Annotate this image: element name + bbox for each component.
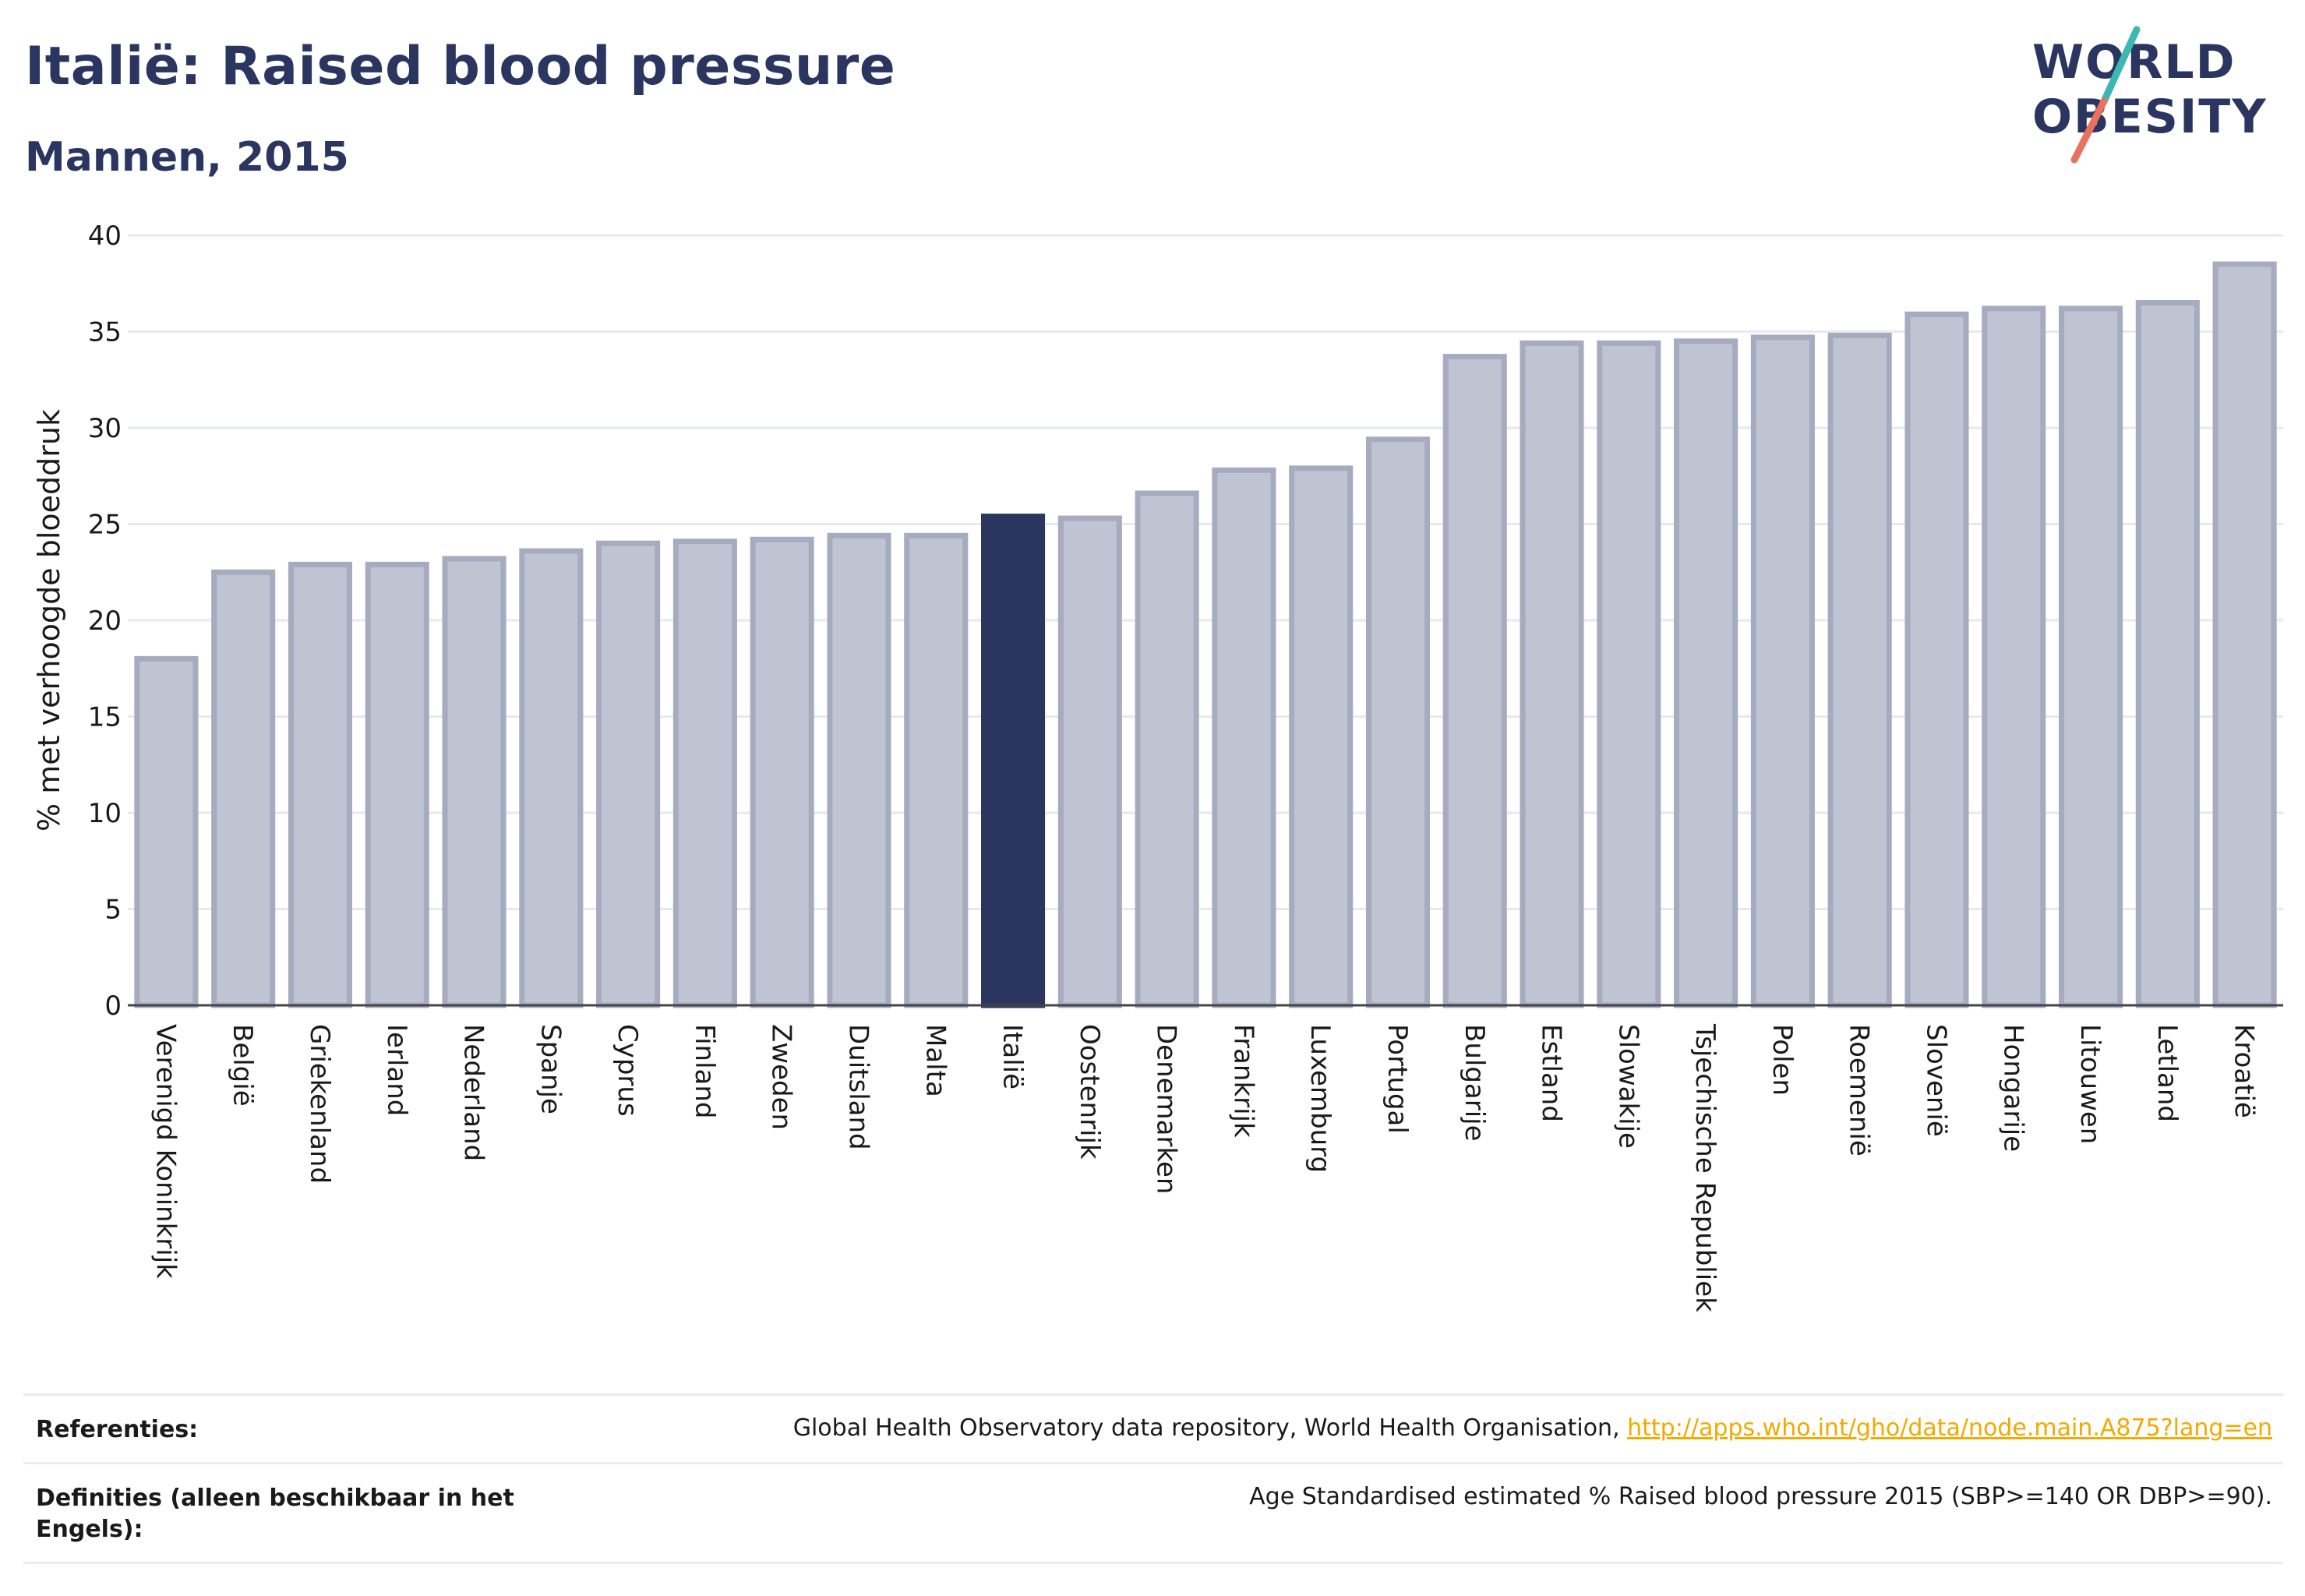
bar — [2212, 261, 2277, 1008]
bar — [1674, 338, 1738, 1008]
x-category-label: Finland — [689, 1024, 720, 1119]
references-value: Global Health Observatory data repositor… — [793, 1414, 2272, 1442]
y-axis-title: % met verhoogde bloeddruk — [32, 409, 66, 832]
references-text: Global Health Observatory data repositor… — [792, 1414, 1628, 1442]
bar — [672, 538, 737, 1008]
x-category-label: Frankrijk — [1227, 1024, 1258, 1138]
chart-title: Italië: Raised blood pressure — [25, 36, 896, 97]
x-category-label: Roemenië — [1844, 1024, 1875, 1156]
x-category-label: Italië — [997, 1024, 1028, 1089]
x-category-label: Ierland — [381, 1024, 412, 1116]
bar — [1212, 467, 1276, 1008]
bar — [211, 569, 276, 1008]
x-category-labels: Verenigd Koninkrijk België Griekenland Ierl… — [150, 1023, 2259, 1312]
bar — [2135, 299, 2200, 1008]
logo-slash-teal — [2100, 26, 2141, 105]
y-tick-label: 10 — [88, 798, 122, 829]
y-tick-labels: 0 5 10 15 20 25 30 35 40 — [88, 221, 122, 1022]
bar — [134, 655, 199, 1008]
references-label: Referenties: — [36, 1416, 199, 1443]
bar — [365, 561, 429, 1008]
bar — [2058, 305, 2123, 1008]
bar-highlight — [980, 514, 1046, 1008]
x-category-label: Denemarken — [1151, 1024, 1182, 1194]
bar — [1827, 332, 1892, 1008]
bar — [288, 561, 353, 1008]
x-category-label: Bulgarije — [1459, 1024, 1490, 1142]
x-category-label: Malta — [920, 1024, 951, 1097]
x-category-label: België — [227, 1024, 258, 1107]
definitions-value: Age Standardised estimated % Raised bloo… — [1249, 1482, 2272, 1510]
bar — [1904, 311, 1969, 1008]
bar — [904, 532, 969, 1008]
x-category-label: Tsjechische Republiek — [1689, 1023, 1721, 1312]
footer-row-references: Referenties: Global Health Observatory d… — [23, 1393, 2283, 1462]
y-tick-label: 40 — [88, 221, 122, 252]
x-category-label: Estland — [1536, 1024, 1567, 1122]
bar — [1520, 340, 1584, 1008]
definitions-label: Definities (alleen beschikbaar in het En… — [36, 1484, 514, 1544]
footer-row-definitions: Definities (alleen beschikbaar in het En… — [23, 1461, 2283, 1564]
y-tick-label: 20 — [88, 606, 122, 637]
x-category-label: Oostenrijk — [1074, 1024, 1105, 1160]
x-category-label: Zweden — [766, 1024, 797, 1130]
y-tick-label: 30 — [88, 413, 122, 444]
x-category-label: Cyprus — [612, 1024, 643, 1117]
chart-subtitle: Mannen, 2015 — [25, 134, 349, 181]
y-tick-label: 0 — [104, 990, 122, 1022]
logo-line-obesity: OBESITY — [2032, 90, 2268, 144]
x-category-label: Hongarije — [1997, 1024, 2028, 1152]
x-category-label: Slowakije — [1612, 1024, 1643, 1149]
y-tick-label: 5 — [104, 895, 122, 926]
references-link[interactable]: http://apps.who.int/gho/data/node.main.A… — [1627, 1414, 2272, 1442]
x-category-label: Nederland — [458, 1024, 489, 1161]
y-tick-label: 25 — [88, 510, 122, 541]
bar — [750, 536, 814, 1008]
footer-table: Referenties: Global Health Observatory d… — [23, 1393, 2283, 1564]
bar — [1135, 490, 1199, 1008]
bar — [519, 548, 584, 1008]
x-category-label: Spanje — [535, 1024, 566, 1114]
x-category-label: Duitsland — [842, 1024, 874, 1150]
bars — [128, 261, 2283, 1008]
world-obesity-logo: WORLD OBESITY — [2032, 26, 2268, 164]
x-category-label: Kroatië — [2229, 1024, 2260, 1118]
bar — [596, 540, 661, 1008]
bar — [1057, 515, 1122, 1008]
logo-slash-coral — [2070, 97, 2108, 164]
bar — [1442, 354, 1507, 1008]
x-category-label: Verenigd Koninkrijk — [150, 1024, 181, 1279]
bar — [1365, 436, 1431, 1008]
x-category-label: Letland — [2151, 1024, 2183, 1122]
x-category-label: Litouwen — [2074, 1024, 2106, 1144]
bar — [1289, 465, 1354, 1008]
bar-chart: 0 5 10 15 20 25 30 35 40 Verenigd Koninkrijk Belg… — [32, 221, 2283, 1312]
bar — [1982, 305, 2046, 1008]
bar — [1750, 334, 1815, 1008]
bar — [827, 532, 891, 1008]
bar — [1597, 340, 1661, 1008]
bar — [442, 556, 507, 1008]
x-category-label: Slovenië — [1920, 1024, 1951, 1137]
x-category-label: Griekenland — [304, 1024, 335, 1184]
x-category-label: Portugal — [1382, 1024, 1413, 1134]
x-category-label: Luxemburg — [1304, 1024, 1336, 1173]
y-tick-label: 35 — [88, 317, 122, 348]
y-tick-label: 15 — [88, 702, 122, 733]
x-category-label: Polen — [1767, 1024, 1798, 1096]
